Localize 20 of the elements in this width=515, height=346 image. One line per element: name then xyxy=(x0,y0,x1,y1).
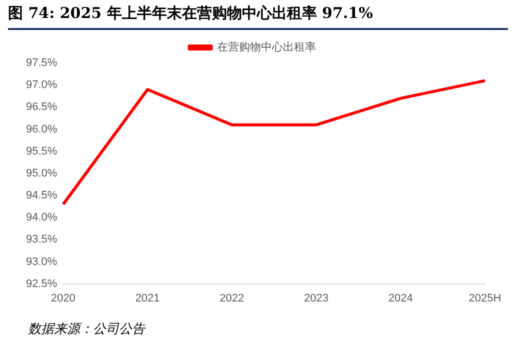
x-tick-label: 2020 xyxy=(50,292,76,304)
y-tick-label: 92.5% xyxy=(26,278,58,290)
x-tick-label: 2023 xyxy=(304,292,329,304)
x-tick-label: 2025H xyxy=(468,292,502,304)
y-tick-label: 96.5% xyxy=(26,101,58,114)
legend-label: 在营购物中心出租率 xyxy=(216,40,316,54)
x-tick-label: 2022 xyxy=(220,292,244,304)
y-tick-label: 95.5% xyxy=(26,145,58,158)
y-tick-label: 96.0% xyxy=(26,123,58,136)
x-tick-label: 2024 xyxy=(388,292,413,304)
y-tick-label: 97.5% xyxy=(26,57,58,70)
y-tick-label: 93.5% xyxy=(26,234,58,246)
y-tick-label: 94.5% xyxy=(26,190,58,202)
x-tick-label: 2021 xyxy=(135,292,160,304)
y-tick-label: 95.0% xyxy=(26,167,58,180)
y-tick-label: 93.0% xyxy=(26,256,58,268)
source-note: 数据来源：公司公告 xyxy=(28,321,145,338)
y-tick-label: 97.0% xyxy=(26,79,58,92)
y-tick-label: 94.0% xyxy=(26,212,58,224)
chart-title: 图 74: 2025 年上半年末在营购物中心出租率 97.1% xyxy=(8,4,508,30)
